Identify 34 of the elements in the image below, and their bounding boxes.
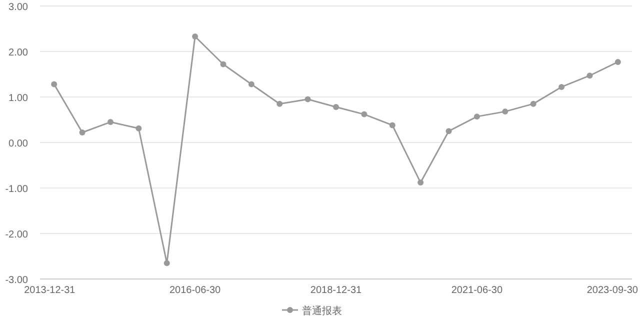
y-tick-label: 1.00 xyxy=(8,93,28,104)
x-tick-label: 2021-06-30 xyxy=(451,285,503,296)
legend-label: 普通报表 xyxy=(302,305,342,317)
y-tick-label: 0.00 xyxy=(8,138,28,150)
point xyxy=(333,104,339,110)
point xyxy=(361,111,368,118)
point xyxy=(107,119,114,126)
point xyxy=(474,114,480,120)
point xyxy=(164,260,170,266)
point xyxy=(51,81,58,88)
point xyxy=(79,129,86,136)
point xyxy=(586,72,593,79)
x-tick-label: 2023-09-30 xyxy=(586,285,638,296)
point xyxy=(558,84,565,90)
point xyxy=(248,81,254,88)
point xyxy=(614,58,621,65)
point xyxy=(502,108,508,115)
x-tick-label: 2016-06-30 xyxy=(169,285,222,296)
y-tick-label: 2.00 xyxy=(8,48,28,58)
point xyxy=(276,100,283,107)
y-tick-label: -2.00 xyxy=(5,230,28,240)
y-tick-label: -1.00 xyxy=(5,184,28,195)
point xyxy=(389,122,396,128)
point xyxy=(136,125,142,132)
point xyxy=(530,100,536,107)
x-tick-label: 2013-12-31 xyxy=(24,285,76,296)
point xyxy=(192,33,198,40)
x-tick-label: 2018-12-31 xyxy=(310,285,362,296)
point xyxy=(220,61,226,68)
point xyxy=(446,128,452,134)
point xyxy=(418,180,424,186)
y-tick-label: -3.00 xyxy=(5,275,28,286)
point xyxy=(304,96,311,102)
y-tick-label: 3.00 xyxy=(8,2,28,13)
